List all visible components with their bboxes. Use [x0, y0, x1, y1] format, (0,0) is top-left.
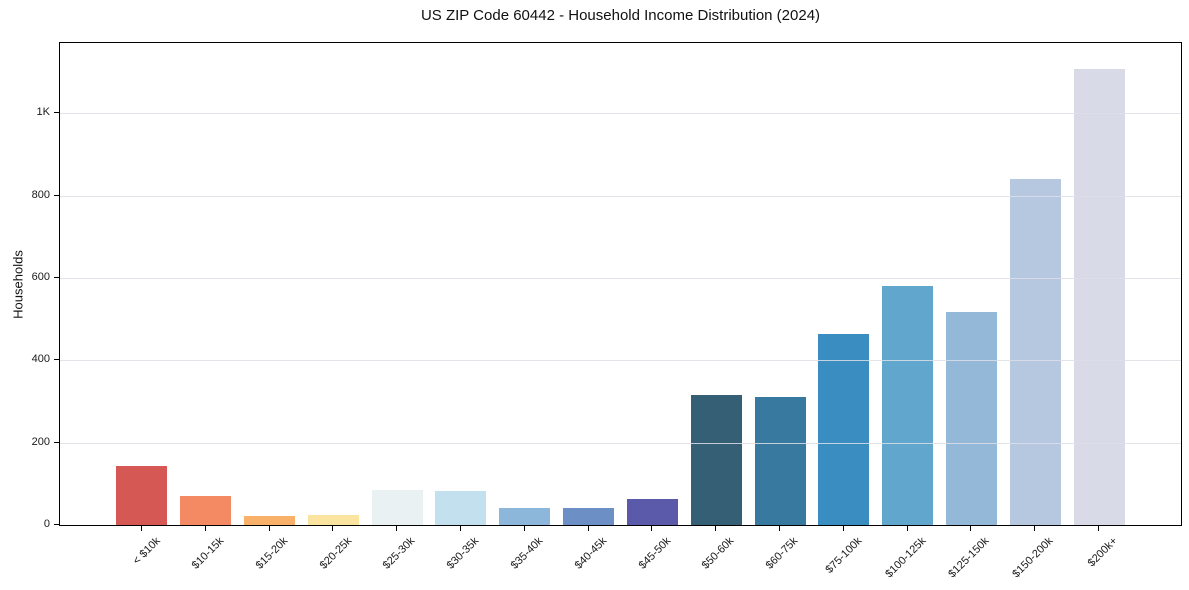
x-tick-150-200k [1034, 526, 1036, 531]
bar-20-25k [307, 515, 359, 525]
x-tick-75-100k [842, 526, 844, 531]
y-axis-label: Households [10, 250, 26, 319]
y-tick-label-0: 0 [43, 518, 50, 530]
bar-60-75k [754, 396, 806, 525]
gridline-200 [60, 442, 1181, 444]
y-tick-0 [54, 524, 59, 525]
x-tick-label-150-200k: $150-200k [1010, 535, 1056, 581]
bar-100-125k [882, 286, 934, 525]
y-tick-400 [54, 359, 59, 361]
bar-125-150k [945, 311, 997, 525]
chart-title: US ZIP Code 60442 - Household Income Dis… [420, 7, 821, 24]
x-tick-label-35-40k: $35-40k [508, 535, 546, 572]
y-tick-label-600: 600 [31, 271, 50, 284]
bar-45-50k [626, 499, 678, 525]
x-tick-label-10-15k: $10-15k [189, 535, 227, 572]
bar-25-30k [371, 489, 423, 525]
x-tick-125-150k [970, 526, 972, 531]
y-tick-600 [54, 277, 59, 279]
x-tick-35-40k [523, 526, 525, 531]
x-tick-label-60-75k: $60-75k [763, 535, 801, 572]
x-tick-100-125k [906, 526, 908, 531]
x-tick-label-125-150k: $125-150k [946, 535, 992, 581]
y-tick-label-400: 400 [31, 353, 50, 366]
x-tick-10k [140, 526, 142, 531]
bar-75-100k [818, 333, 870, 525]
x-tick-30-35k [459, 526, 461, 531]
bar-40-45k [563, 508, 615, 525]
x-tick-25-30k [396, 526, 398, 531]
bar-35-40k [499, 508, 551, 525]
x-tick-20-25k [332, 526, 334, 531]
x-tick-label-75-100k: $75-100k [823, 535, 865, 576]
gridline-1K [60, 113, 1181, 115]
x-tick-15-20k [268, 526, 270, 531]
y-tick-label-1K: 1K [36, 106, 50, 119]
gridline-800 [60, 195, 1181, 197]
bar-50-60k [690, 395, 742, 525]
x-tick-label-10k: < $10k [130, 535, 163, 568]
x-tick-45-50k [651, 526, 653, 531]
bar-200k [1073, 68, 1125, 525]
x-tick-label-20-25k: $20-25k [317, 535, 354, 572]
plot-area [59, 42, 1182, 526]
x-tick-label-30-35k: $30-35k [444, 535, 482, 572]
y-tick-label-200: 200 [31, 435, 50, 448]
bar-10-15k [180, 496, 232, 525]
bar-10k [116, 466, 168, 525]
x-tick-10-15k [204, 526, 206, 531]
x-tick-50-60k [715, 526, 717, 531]
y-tick-800 [54, 194, 59, 196]
gridline-400 [60, 360, 1181, 362]
x-tick-label-15-20k: $15-20k [253, 535, 291, 572]
x-tick-200k [1098, 526, 1100, 531]
bar-15-20k [244, 515, 296, 525]
x-tick-60-75k [779, 526, 781, 531]
y-tick-200 [54, 441, 59, 443]
x-tick-40-45k [587, 526, 589, 531]
y-tick-label-800: 800 [31, 188, 50, 201]
bar-150-200k [1009, 179, 1061, 525]
gridline-600 [60, 278, 1181, 280]
x-tick-label-40-45k: $40-45k [572, 535, 610, 572]
x-tick-label-50-60k: $50-60k [700, 535, 737, 572]
x-tick-label-100-125k: $100-125k [882, 535, 929, 581]
x-tick-label-25-30k: $25-30k [381, 535, 418, 572]
x-tick-label-200k: $200k+ [1085, 535, 1120, 570]
x-tick-label-45-50k: $45-50k [636, 535, 673, 572]
y-tick-1K [54, 112, 59, 114]
bar-30-35k [435, 491, 487, 525]
